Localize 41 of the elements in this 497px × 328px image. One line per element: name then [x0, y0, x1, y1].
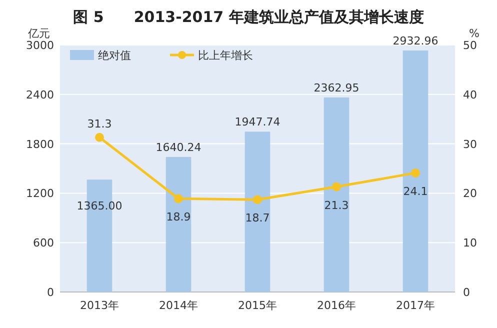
- data-label: 18.9: [166, 210, 191, 224]
- data-label: 21.3: [324, 198, 349, 212]
- point: [174, 194, 183, 204]
- point: [253, 195, 262, 204]
- y-tick-label: 0: [47, 286, 54, 299]
- point: [411, 168, 420, 178]
- legend-label: 比上年增长: [198, 49, 253, 62]
- chart-title: 图 5 2013-2017 年建筑业总产值及其增长速度: [73, 8, 424, 26]
- y2-tick-label: 0: [463, 286, 470, 299]
- x-tick-label: 2016年: [317, 299, 356, 312]
- data-label: 31.3: [87, 117, 112, 130]
- point: [332, 182, 341, 192]
- data-label: 1640.24: [156, 140, 202, 154]
- data-label: 18.7: [245, 212, 270, 225]
- bar: [324, 97, 350, 292]
- y-tick-label: 2400: [26, 88, 54, 102]
- y-tick-label: 1800: [26, 138, 54, 151]
- data-label: 1365.00: [76, 200, 122, 213]
- y2-tick-label: 40: [463, 88, 477, 102]
- point: [95, 132, 104, 142]
- x-tick-label: 2017年: [396, 299, 435, 312]
- data-label: 2932.96: [392, 34, 438, 48]
- y2-tick-label: 30: [463, 138, 477, 151]
- x-tick-label: 2013年: [80, 299, 119, 312]
- data-label: 24.1: [403, 184, 428, 198]
- x-tick-label: 2014年: [159, 299, 198, 312]
- y-tick-label: 600: [33, 236, 54, 250]
- y-axis-title: 亿元: [27, 27, 50, 40]
- y2-tick-label: 20: [463, 187, 477, 200]
- data-label: 1947.74: [234, 116, 280, 129]
- y2-tick-label: 10: [463, 236, 477, 250]
- bar: [402, 50, 428, 292]
- y-tick-label: 3000: [26, 39, 54, 52]
- bar: [244, 132, 270, 292]
- y2-axis-title: %: [469, 27, 480, 40]
- y2-tick-label: 50: [463, 39, 477, 52]
- bar: [166, 156, 192, 292]
- y-tick-label: 1200: [26, 187, 54, 200]
- legend-label: 绝对值: [98, 49, 131, 62]
- data-label: 2362.95: [314, 81, 360, 94]
- x-tick-label: 2015年: [238, 299, 277, 312]
